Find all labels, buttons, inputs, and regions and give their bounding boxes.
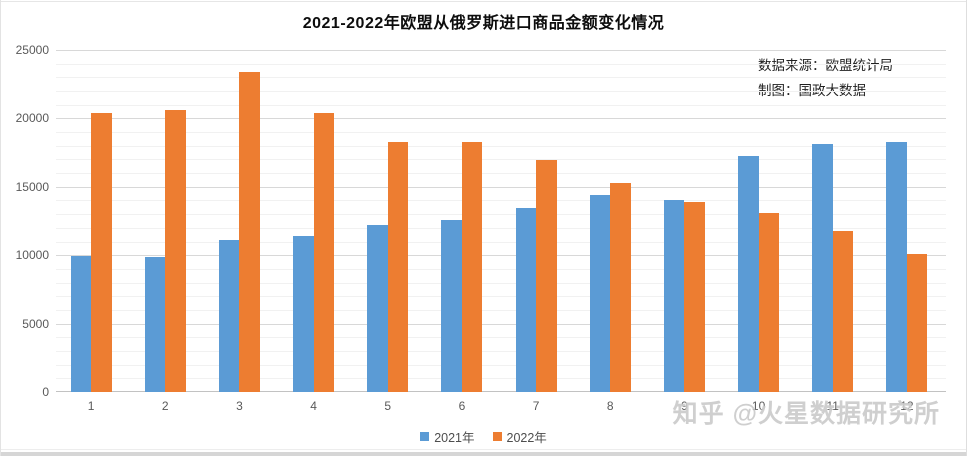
minor-gridline [56, 77, 946, 79]
minor-gridline [56, 337, 946, 339]
bar-2022年-month-9 [684, 201, 705, 392]
legend-swatch-icon [420, 432, 430, 441]
y-axis-tick-label: 25000 [15, 43, 49, 57]
bar-2022年-month-8 [610, 182, 631, 392]
bar-2022年-month-6 [461, 141, 483, 392]
bar-2022年-month-10 [758, 212, 780, 392]
minor-gridline [56, 364, 946, 366]
legend-swatch-icon [492, 432, 502, 441]
bar-2021年-month-6 [441, 219, 462, 392]
minor-gridline [56, 296, 946, 298]
source-note: 数据来源：欧盟统计局 制图：国政大数据 [758, 53, 893, 103]
x-axis-tick-label: 11 [826, 399, 839, 413]
bar-2021年-month-3 [218, 240, 240, 392]
x-axis-tick-label: 1 [87, 399, 95, 413]
x-axis-tick-label: 5 [384, 399, 392, 413]
bar-2021年-month-5 [367, 225, 388, 392]
legend-item-2022年: 2022年 [492, 427, 547, 446]
credit-line: 制图：国政大数据 [758, 83, 866, 98]
bar-2021年-month-8 [589, 195, 611, 392]
bar-2021年-month-7 [515, 208, 537, 392]
bar-2021年-month-1 [70, 255, 92, 392]
legend-label: 2022年 [506, 431, 547, 445]
minor-gridline [56, 282, 946, 284]
watermark: 知乎 @火星数据研究所 [672, 400, 940, 428]
bar-2021年-month-11 [812, 143, 833, 392]
x-axis-tick-label: 9 [681, 399, 688, 413]
minor-gridline [56, 350, 946, 352]
source-line: 数据来源：欧盟统计局 [758, 58, 893, 73]
x-axis-tick-label: 8 [606, 399, 614, 413]
minor-gridline [56, 214, 946, 216]
x-axis-tick-label: 12 [900, 399, 914, 413]
bar-2021年-month-9 [663, 200, 685, 392]
y-axis-tick-label: 10000 [15, 248, 49, 263]
chart-title: 2021-2022年欧盟从俄罗斯进口商品金额变化情况 [302, 15, 665, 32]
bottom-border-line [1, 449, 966, 450]
bar-2021年-month-2 [144, 257, 166, 392]
bar-2021年-month-4 [293, 236, 314, 392]
bar-2022年-month-7 [536, 160, 557, 392]
minor-gridline [56, 173, 946, 175]
legend-item-2021年: 2021年 [420, 427, 475, 446]
x-axis-tick-label: 2 [161, 399, 169, 413]
minor-gridline [56, 104, 946, 106]
bottom-border-band [1, 452, 966, 456]
minor-gridline [56, 227, 946, 229]
plot-area [56, 50, 946, 392]
y-axis-tick-label: 15000 [15, 179, 49, 194]
x-axis-tick-label: 10 [751, 399, 766, 413]
minor-gridline [56, 159, 946, 161]
bar-2022年-month-2 [165, 109, 186, 392]
major-gridline [56, 118, 946, 120]
minor-gridline [56, 91, 946, 93]
minor-gridline [56, 145, 946, 147]
bar-2022年-month-1 [91, 112, 112, 392]
major-gridline [56, 186, 946, 188]
major-gridline [56, 50, 946, 51]
bar-2021年-month-12 [886, 142, 907, 392]
y-axis-tick-label: 0 [42, 385, 49, 399]
x-axis-line [56, 391, 946, 392]
top-border [1, 1, 966, 2]
x-axis-tick-label: 6 [458, 399, 466, 413]
legend-label: 2021年 [434, 431, 475, 445]
bar-2022年-month-4 [313, 112, 335, 392]
bar-2022年-month-11 [832, 230, 854, 392]
bar-2022年-month-5 [387, 141, 409, 392]
minor-gridline [56, 309, 946, 311]
x-axis-tick-label: 4 [310, 399, 317, 413]
major-gridline [56, 323, 946, 325]
legend: 2021年 2022年 [1, 427, 966, 446]
minor-gridline [56, 378, 946, 380]
y-axis-tick-label: 5000 [22, 316, 49, 331]
y-axis-tick-label: 20000 [15, 111, 49, 126]
major-gridline [56, 255, 946, 257]
minor-gridline [56, 241, 946, 243]
minor-gridline [56, 63, 946, 65]
bar-2021年-month-10 [738, 156, 759, 392]
minor-gridline [56, 132, 946, 134]
x-axis-tick-label: 3 [236, 399, 243, 413]
x-axis-tick-label: 7 [532, 399, 540, 413]
bar-2022年-month-3 [239, 71, 260, 392]
minor-gridline [56, 200, 946, 202]
bar-2022年-month-12 [906, 253, 928, 392]
minor-gridline [56, 268, 946, 270]
